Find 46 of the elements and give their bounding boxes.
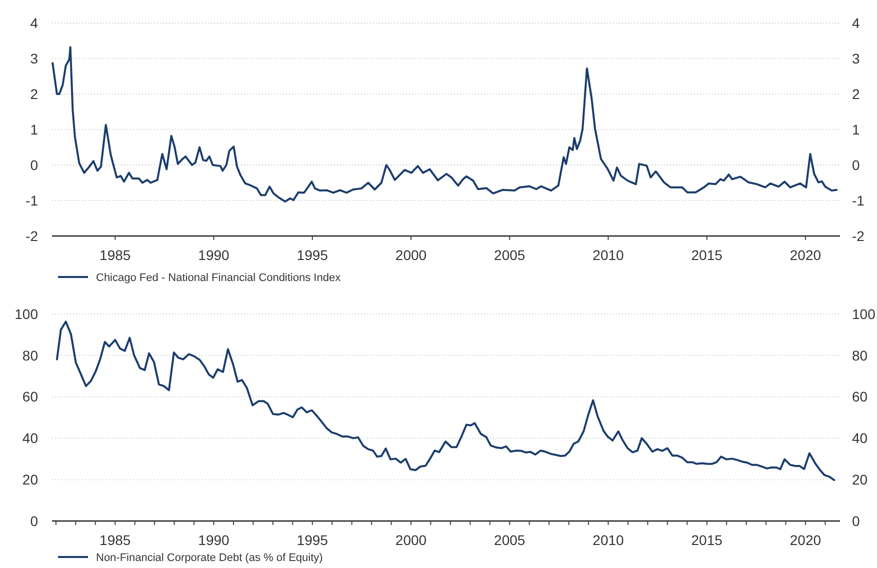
y-tick-label: 40 [22, 430, 38, 446]
x-tick-label: 1995 [296, 247, 328, 263]
y-tick-label: -2 [26, 228, 38, 244]
y-tick-label: 0 [30, 512, 38, 529]
y-tick-label: 80 [22, 347, 38, 364]
x-tick-label: 1995 [296, 532, 328, 548]
x-tick-label: 1985 [100, 247, 131, 263]
line-series [52, 46, 838, 203]
legend-label: Non-Financial Corporate Debt (as % of Equity) [96, 552, 323, 564]
y-tick-label: 0 [30, 156, 38, 173]
x-tick-label: 1990 [198, 532, 230, 548]
y2-tick-label: 2 [852, 86, 860, 102]
y2-tick-label: 3 [852, 50, 860, 66]
x-tick-label: 2015 [691, 532, 723, 548]
x-tick-label: 2005 [494, 247, 526, 263]
y2-tick-label: -2 [852, 228, 865, 244]
y2-tick-label: 100 [852, 306, 876, 322]
y2-tick-label: 80 [852, 347, 868, 364]
x-tick-label: 1985 [100, 532, 131, 548]
x-tick-label: 2010 [592, 247, 624, 263]
legend-label: Chicago Fed - National Financial Conditions Index [96, 272, 342, 284]
x-tick-label: 2020 [790, 532, 822, 548]
y-tick-label: -1 [26, 192, 38, 208]
y2-tick-label: 60 [852, 388, 868, 405]
y2-tick-label: 40 [852, 430, 868, 446]
x-tick-label: 2015 [691, 247, 723, 263]
x-tick-label: 2000 [395, 247, 427, 263]
x-tick-label: 2005 [494, 532, 526, 548]
x-tick-label: 1990 [198, 247, 230, 263]
x-tick-label: 2010 [592, 532, 624, 548]
x-tick-label: 2020 [790, 247, 822, 263]
y2-tick-label: 0 [852, 156, 860, 173]
y2-tick-label: 1 [852, 121, 860, 138]
y-tick-label: 100 [14, 306, 38, 322]
y2-tick-label: 4 [852, 14, 860, 31]
x-tick-label: 2000 [395, 532, 427, 548]
line-series [56, 320, 836, 482]
y-tick-label: 4 [30, 14, 38, 31]
y2-tick-label: 20 [852, 472, 868, 488]
y-tick-label: 20 [22, 472, 38, 488]
y-tick-label: 3 [30, 50, 38, 66]
y2-tick-label: 0 [852, 512, 860, 529]
y-tick-label: 1 [30, 121, 38, 138]
y2-tick-label: -1 [852, 192, 865, 208]
y-tick-label: 2 [30, 86, 38, 102]
y-tick-label: 60 [22, 388, 38, 405]
